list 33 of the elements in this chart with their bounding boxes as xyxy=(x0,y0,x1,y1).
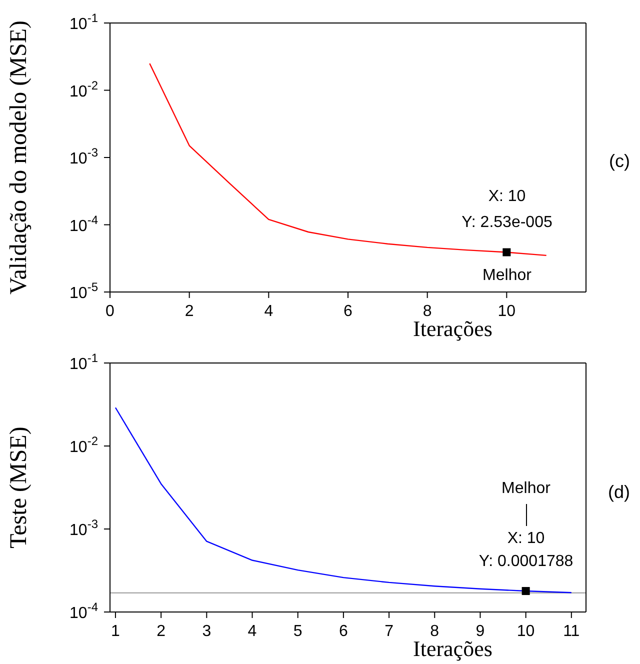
x-tick-label: 2 xyxy=(184,303,194,320)
annotation: Melhor xyxy=(482,267,532,285)
annotation: X: 10 xyxy=(488,188,526,206)
x-tick-label: 7 xyxy=(384,623,394,640)
annotation: Y: 0.0001788 xyxy=(478,553,574,571)
x-tick-label: 2 xyxy=(156,623,166,640)
x-tick-label: 4 xyxy=(248,623,257,640)
x-tick-label: 1 xyxy=(111,623,120,640)
x-tick-label: 6 xyxy=(338,623,348,640)
annotation: X: 10 xyxy=(507,530,545,548)
y-axis-title: Teste (MSE) xyxy=(6,426,32,548)
x-tick-label: 5 xyxy=(293,623,302,640)
y-tick-label: 10$^{-2}$ xyxy=(70,434,98,456)
y-tick-label: 10$^{-3}$ xyxy=(70,146,98,168)
y-tick-label: 10$^{-1}$ xyxy=(70,11,98,33)
annotation: Melhor xyxy=(502,480,550,498)
x-tick-label: 10 xyxy=(516,623,535,640)
y-tick-label: 10$^{-1}$ xyxy=(70,351,98,373)
annotation: Y: 2.53e-005 xyxy=(462,214,552,232)
y-tick-label: 10$^{-5}$ xyxy=(70,280,98,302)
y-tick-label: 10$^{-4}$ xyxy=(70,600,98,622)
text: (c) xyxy=(609,150,630,172)
text: (d) xyxy=(608,482,630,504)
y-tick-label: 10$^{-3}$ xyxy=(70,517,98,539)
y-axis-title: Validação do modelo (MSE) xyxy=(6,20,32,294)
x-tick-label: 4 xyxy=(264,303,274,320)
y-tick-label: 10$^{-2}$ xyxy=(70,78,98,100)
y-tick-label: 10$^{-4}$ xyxy=(70,212,98,235)
x-tick-label: 0 xyxy=(106,303,115,320)
x-tick-label: 6 xyxy=(344,303,353,320)
x-tick-label: 11 xyxy=(563,623,580,640)
x-tick-label: 10 xyxy=(498,303,516,320)
x-tick-label: 3 xyxy=(202,623,212,640)
